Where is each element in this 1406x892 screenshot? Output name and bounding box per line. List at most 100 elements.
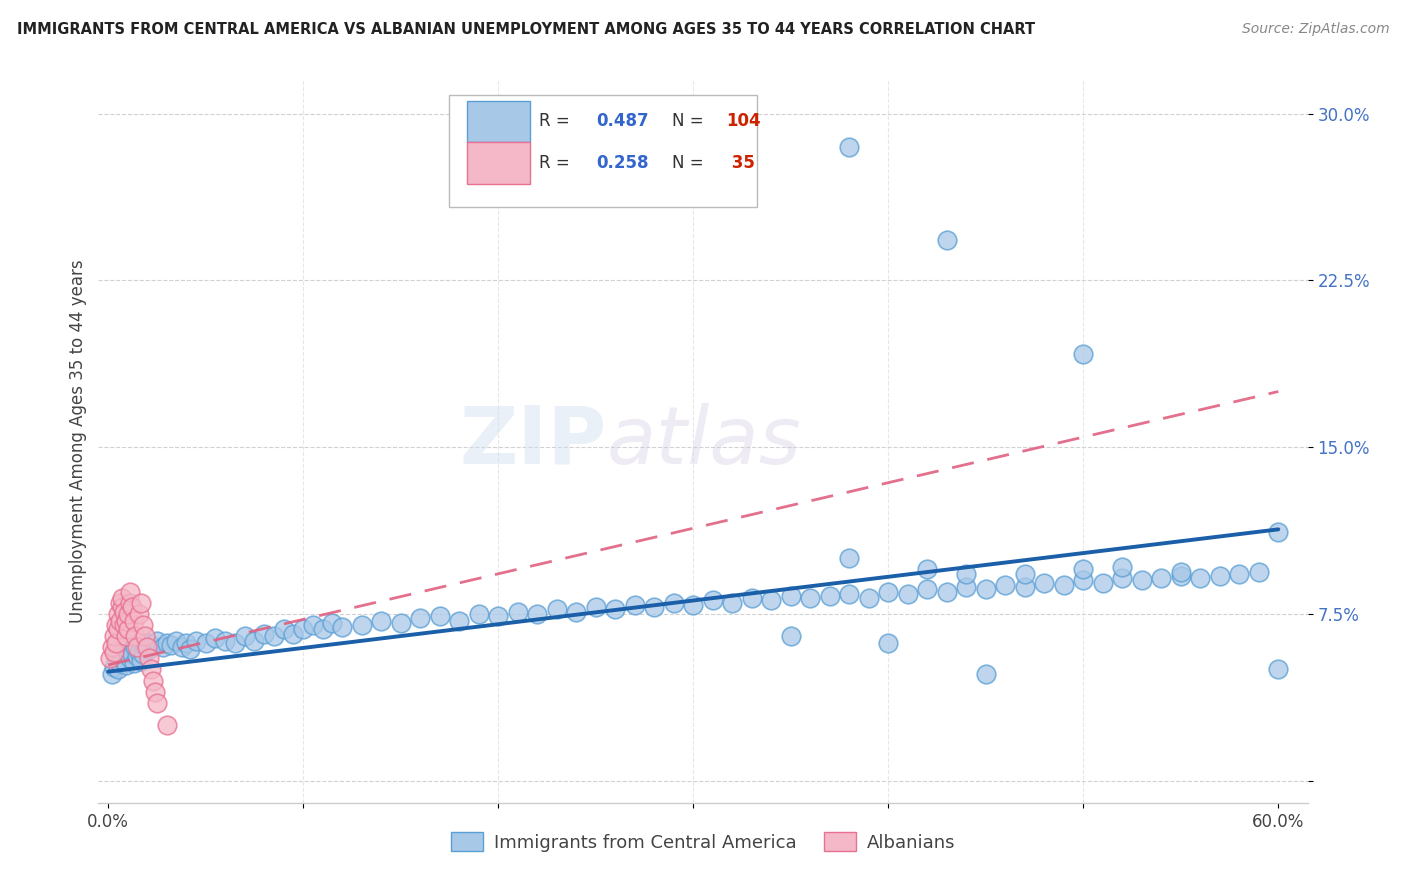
Point	[585, 600, 607, 615]
Point	[1170, 565, 1192, 579]
Point	[103, 660, 125, 674]
Point	[330, 620, 353, 634]
Point	[370, 614, 392, 628]
Point	[1091, 575, 1114, 590]
Point	[128, 645, 150, 659]
Point	[917, 582, 939, 597]
Point	[623, 598, 645, 612]
Point	[121, 647, 143, 661]
Point	[1209, 569, 1232, 583]
Point	[131, 596, 153, 610]
Point	[1111, 560, 1133, 574]
Text: R =: R =	[538, 112, 575, 130]
Point	[1071, 562, 1094, 576]
Point	[877, 636, 900, 650]
Text: N =: N =	[672, 154, 709, 172]
Point	[546, 602, 568, 616]
Point	[117, 623, 139, 637]
Point	[1267, 524, 1289, 539]
Point	[122, 614, 145, 628]
Point	[565, 605, 588, 619]
Point	[526, 607, 548, 621]
Text: atlas: atlas	[606, 402, 801, 481]
Point	[127, 640, 149, 655]
Point	[935, 584, 957, 599]
Text: R =: R =	[538, 154, 575, 172]
Point	[107, 662, 129, 676]
Point	[174, 636, 197, 650]
Point	[204, 632, 226, 646]
Point	[134, 629, 156, 643]
Point	[179, 642, 201, 657]
Point	[122, 656, 145, 670]
Point	[312, 623, 335, 637]
Point	[146, 696, 169, 710]
Point	[107, 607, 129, 621]
FancyBboxPatch shape	[467, 143, 530, 185]
Point	[1170, 569, 1192, 583]
Point	[409, 611, 432, 625]
Point	[107, 623, 129, 637]
Point	[108, 656, 131, 670]
Point	[127, 649, 149, 664]
Point	[283, 627, 305, 641]
Point	[838, 140, 860, 154]
Point	[132, 647, 155, 661]
Point	[156, 636, 179, 650]
Point	[321, 615, 343, 630]
Point	[224, 636, 246, 650]
Point	[128, 607, 150, 621]
Point	[779, 589, 801, 603]
Point	[152, 640, 174, 655]
Point	[974, 582, 997, 597]
Point	[974, 666, 997, 681]
Point	[1071, 347, 1094, 361]
Point	[243, 633, 266, 648]
Point	[114, 657, 136, 672]
Point	[877, 584, 900, 599]
Point	[194, 636, 217, 650]
Point	[779, 629, 801, 643]
Point	[429, 609, 451, 624]
Point	[112, 653, 135, 667]
Point	[121, 600, 143, 615]
Point	[955, 566, 977, 581]
Point	[101, 640, 124, 655]
Point	[172, 640, 194, 655]
Point	[165, 633, 187, 648]
Point	[917, 562, 939, 576]
Point	[682, 598, 704, 612]
Point	[101, 666, 124, 681]
Point	[108, 614, 131, 628]
Point	[104, 636, 127, 650]
Point	[114, 614, 136, 628]
Point	[118, 584, 141, 599]
Point	[605, 602, 627, 616]
Y-axis label: Unemployment Among Ages 35 to 44 years: Unemployment Among Ages 35 to 44 years	[69, 260, 87, 624]
Point	[118, 596, 141, 610]
Point	[1267, 662, 1289, 676]
FancyBboxPatch shape	[467, 101, 530, 143]
Point	[302, 618, 325, 632]
Text: IMMIGRANTS FROM CENTRAL AMERICA VS ALBANIAN UNEMPLOYMENT AMONG AGES 35 TO 44 YEA: IMMIGRANTS FROM CENTRAL AMERICA VS ALBAN…	[17, 22, 1035, 37]
FancyBboxPatch shape	[449, 95, 758, 207]
Point	[897, 587, 920, 601]
Point	[156, 718, 179, 732]
Point	[111, 591, 134, 606]
Point	[138, 651, 160, 665]
Point	[721, 596, 744, 610]
Point	[103, 645, 125, 659]
Point	[136, 636, 159, 650]
Point	[263, 629, 285, 643]
Point	[1014, 580, 1036, 594]
Point	[741, 591, 763, 606]
Point	[449, 614, 471, 628]
Point	[146, 633, 169, 648]
Point	[292, 623, 315, 637]
Point	[132, 618, 155, 632]
Text: N =: N =	[672, 112, 709, 130]
Point	[818, 589, 841, 603]
Point	[1033, 575, 1056, 590]
Point	[131, 653, 153, 667]
Point	[799, 591, 821, 606]
